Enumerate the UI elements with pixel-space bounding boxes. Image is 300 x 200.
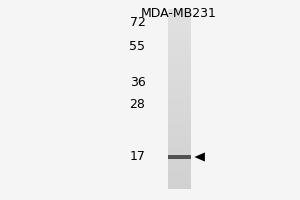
Bar [168, 63, 190, 66]
Bar [168, 18, 190, 21]
Bar [168, 78, 190, 81]
Bar [168, 180, 190, 183]
Bar [168, 111, 190, 114]
Bar [168, 132, 190, 135]
Bar [168, 114, 190, 117]
Bar [168, 96, 190, 99]
Bar [168, 183, 190, 186]
Bar [168, 72, 190, 75]
Bar [168, 126, 190, 129]
Bar [168, 30, 190, 33]
Bar [168, 12, 190, 15]
Text: 17: 17 [130, 151, 146, 164]
Bar [168, 141, 190, 144]
Bar [168, 99, 190, 102]
Bar [168, 51, 190, 54]
Bar [168, 165, 190, 168]
Bar [168, 57, 190, 60]
Bar [168, 33, 190, 36]
Bar [168, 138, 190, 141]
Bar [168, 21, 190, 24]
Bar [168, 90, 190, 93]
Bar [168, 155, 190, 159]
Bar [168, 81, 190, 84]
Bar [168, 54, 190, 57]
Bar [168, 123, 190, 126]
Text: 36: 36 [130, 76, 146, 90]
Bar [168, 186, 190, 189]
Bar [168, 177, 190, 180]
Bar [168, 153, 190, 156]
Bar [168, 162, 190, 165]
Bar [168, 75, 190, 78]
Bar [168, 93, 190, 96]
Bar [168, 159, 190, 162]
Bar [168, 15, 190, 18]
Bar [168, 117, 190, 120]
Bar [168, 9, 190, 12]
Bar [168, 147, 190, 150]
Bar [168, 48, 190, 51]
Bar [168, 45, 190, 48]
Bar [168, 156, 190, 159]
Bar [168, 129, 190, 132]
Bar [168, 36, 190, 39]
Bar [168, 27, 190, 30]
Bar [168, 174, 190, 177]
Bar [168, 69, 190, 72]
Bar [168, 120, 190, 123]
Bar [168, 66, 190, 69]
Bar [168, 108, 190, 111]
Text: 28: 28 [130, 98, 146, 112]
Bar [168, 24, 190, 27]
Bar [168, 87, 190, 90]
Text: 72: 72 [130, 17, 146, 29]
Bar [168, 39, 190, 42]
Bar [168, 135, 190, 138]
Bar [168, 144, 190, 147]
Bar [168, 150, 190, 153]
Text: MDA-MB231: MDA-MB231 [141, 7, 216, 20]
Bar [168, 168, 190, 171]
Bar [168, 60, 190, 63]
Bar [168, 42, 190, 45]
Bar [168, 102, 190, 105]
Polygon shape [194, 152, 205, 162]
Bar [168, 171, 190, 174]
Bar [168, 84, 190, 87]
Bar [168, 105, 190, 108]
Text: 55: 55 [130, 40, 146, 53]
